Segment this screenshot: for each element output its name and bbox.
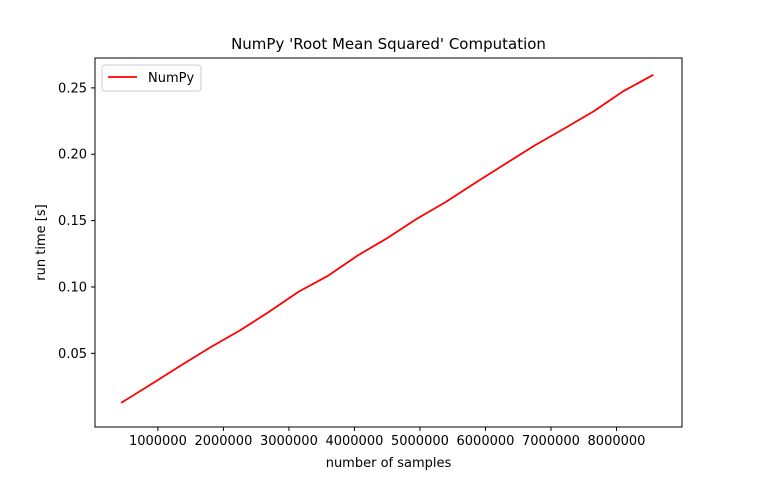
x-axis-ticks: 1000000 2000000 3000000 4000000 5000000 60000… [129,427,646,449]
x-tick-label: 4000000 [325,434,383,449]
y-axis-title: run time [s] [34,204,49,280]
x-tick-label: 3000000 [260,434,318,449]
x-tick-label: 2000000 [194,434,252,449]
y-tick-label: 0.10 [58,280,87,295]
y-tick-label: 0.20 [58,148,87,163]
x-tick-label: 7000000 [522,434,580,449]
plot-area [95,58,682,427]
x-tick-label: 6000000 [457,434,515,449]
plot-frame [94,57,683,428]
x-tick-label: 8000000 [588,434,646,449]
chart-title: NumPy 'Root Mean Squared' Computation [231,35,546,53]
series-layer [120,74,654,404]
y-tick-label: 0.15 [58,214,87,229]
y-axis-ticks: 0.05 0.10 0.15 0.20 0.25 [58,81,95,362]
x-tick-label: 5000000 [391,434,449,449]
x-tick-label: 1000000 [129,434,187,449]
legend-box [101,64,202,92]
legend-label-numpy: NumPy [148,71,194,86]
series-line-numpy [120,74,654,404]
y-tick-label: 0.05 [58,347,87,362]
legend: NumPy [101,64,202,92]
y-tick-label: 0.25 [58,81,87,96]
x-axis-title: number of samples [326,456,452,471]
